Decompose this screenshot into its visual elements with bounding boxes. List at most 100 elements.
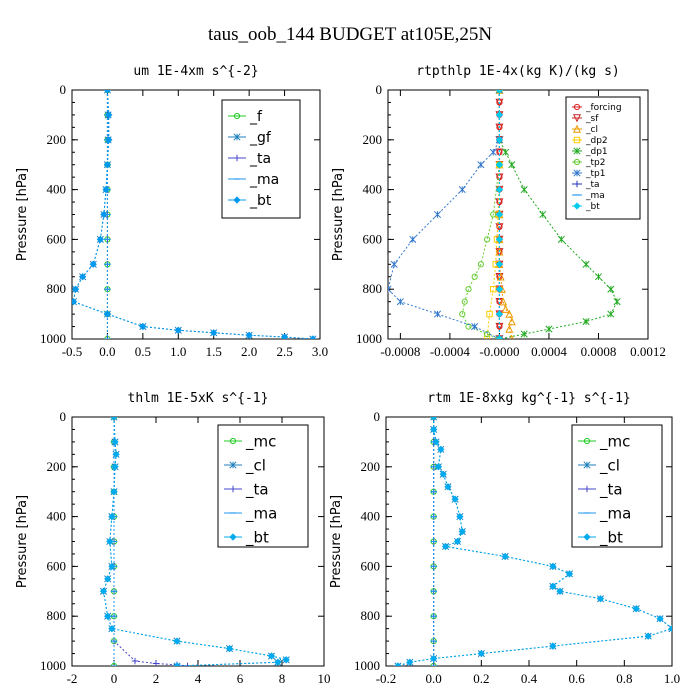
legend-f-marker [233, 112, 241, 120]
y-tick-label: 0 [374, 409, 381, 424]
series-bt-marker [430, 425, 438, 434]
series-bt-marker [432, 438, 440, 446]
chart-panel-4: rtm 1E-8xkg kg^{-1} s^{-1} 0 200 400 600 800 1… [329, 391, 680, 686]
x-tick-label: -2 [67, 671, 78, 686]
legend-ta-marker [573, 180, 581, 188]
series-tp1-marker [390, 260, 398, 268]
x-tick-label: 0.2 [473, 671, 489, 686]
series-bt-marker [309, 335, 317, 339]
series-bt-marker [451, 495, 459, 503]
series-bt-marker [495, 260, 504, 268]
series-bt-marker [477, 649, 485, 658]
legend-ma-label: _ma [245, 504, 277, 523]
y-axis-label: Pressure [hPa] [15, 495, 30, 588]
series-bt-marker [495, 185, 504, 194]
series-tp1-marker [409, 235, 417, 243]
series-dp1-marker [607, 310, 615, 318]
series-dp1-marker [539, 210, 547, 219]
series-cl-marker [505, 309, 514, 318]
panel-title: rtm 1E-8xkg kg^{-1} s^{-1} [427, 391, 631, 406]
series-bt-marker [108, 512, 116, 521]
series-bt-marker [556, 587, 564, 595]
x-tick-label: -0.0004 [430, 344, 471, 359]
y-tick-label: 200 [361, 459, 381, 474]
legend: _forcing_sf_cl_dp2_dp1_tp2_tp1_ta_ma_bt [565, 96, 641, 220]
series-bt-marker [103, 161, 112, 169]
series-bt-marker [495, 335, 504, 339]
series-tp2-marker [483, 330, 491, 338]
series-sf-marker [495, 148, 504, 157]
series-bt-marker [173, 662, 181, 666]
series-dp1-marker [508, 161, 516, 169]
y-tick-label: 400 [47, 509, 67, 524]
series-dp1-marker [520, 186, 528, 194]
legend-ta-marker [233, 154, 241, 162]
y-tick-label: 600 [47, 231, 67, 246]
legend-ta-label: _ta [599, 480, 623, 499]
y-tick-label: 400 [361, 509, 381, 524]
series-tp2-marker [471, 273, 478, 280]
y-tick-label: 1000 [40, 658, 66, 673]
series-dp1-marker [520, 330, 528, 338]
series-bt-marker [437, 445, 445, 453]
series-bt-marker [139, 322, 147, 331]
series-bt-marker [596, 595, 605, 603]
series-dp1-marker [582, 260, 590, 268]
y-tick-label: 600 [361, 558, 381, 573]
series-sf-marker [495, 273, 504, 282]
series-group [388, 90, 621, 339]
legend-sf-label: _sf [585, 114, 599, 124]
x-tick-label: 6 [237, 671, 244, 686]
y-tick-label: 600 [47, 558, 67, 573]
panel-title: um 1E-4xm s^{-2} [133, 64, 258, 79]
series-bt-marker [549, 562, 557, 571]
x-tick-label: -0.0000 [479, 344, 519, 359]
series-dp1-marker [545, 325, 553, 333]
x-tick-label: 0.0 [99, 344, 115, 359]
y-axis-label: Pressure [hPa] [15, 168, 30, 261]
x-tick-label: 8 [279, 671, 286, 686]
series-group [72, 90, 317, 339]
series-bt-marker [549, 582, 557, 590]
y-tick-label: 0 [60, 409, 67, 424]
legend-cl-marker [229, 461, 237, 469]
series-bt-marker [108, 625, 116, 633]
series-cl-marker [668, 625, 672, 633]
legend-tp2-label: _tp2 [585, 158, 605, 168]
series-bt-marker [225, 644, 234, 653]
x-tick-label: 10 [318, 671, 331, 686]
legend-f-label: _f [249, 109, 263, 125]
legend-mc-marker [229, 437, 237, 445]
legend-dp2-label: _dp2 [585, 136, 608, 146]
series-bt-marker [282, 656, 290, 664]
series-tp1-marker [388, 285, 392, 293]
legend-ma-label: _ma [585, 191, 605, 201]
y-tick-label: 800 [361, 608, 381, 623]
legend-gf-label: _gf [249, 130, 272, 146]
legend-mc-marker [583, 437, 591, 445]
y-tick-label: 200 [47, 132, 67, 147]
series-ta-line [113, 417, 188, 666]
series-group [99, 417, 290, 666]
legend: _mc _cl _ta _ma _bt [217, 424, 309, 548]
series-bt-marker [495, 285, 504, 293]
series-bt-marker [106, 537, 114, 546]
x-tick-label: 0.4 [521, 671, 538, 686]
series-tp1-marker [433, 210, 442, 219]
series-bt-marker [453, 537, 462, 546]
x-tick-label: 1.0 [664, 671, 680, 686]
x-tick-label: 0.6 [569, 671, 586, 686]
x-tick-label: 0 [111, 671, 118, 686]
x-tick-label: 4 [195, 671, 202, 686]
series-bt-marker [103, 310, 112, 318]
legend-mc-label: _mc [599, 432, 630, 451]
legend-ma-label: _ma [599, 504, 631, 523]
series-cl-marker [501, 304, 510, 313]
series-bt-line [102, 417, 289, 666]
series-bt-marker [495, 310, 504, 318]
y-tick-label: 800 [47, 281, 67, 296]
legend-cl-label: _cl [245, 456, 266, 475]
series-tp2-marker [459, 311, 466, 318]
series-group [394, 417, 672, 666]
figure-title: taus_oob_144 BUDGET at105E,25N [208, 24, 492, 45]
